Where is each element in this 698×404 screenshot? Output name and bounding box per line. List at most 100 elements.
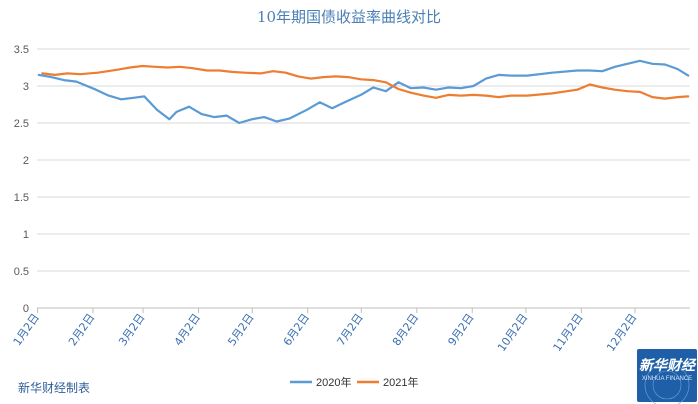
data-point	[272, 70, 275, 73]
data-point	[359, 78, 362, 81]
y-tick-label: 3	[23, 81, 29, 93]
data-point	[250, 118, 253, 121]
x-tick-label: 1月2日	[11, 311, 42, 348]
data-point	[322, 76, 325, 78]
data-point	[397, 81, 400, 84]
data-point	[526, 74, 529, 77]
data-point	[213, 116, 216, 118]
data-point	[497, 96, 500, 98]
data-point	[129, 66, 131, 69]
y-tick-label: 0.5	[14, 266, 29, 278]
y-tick-label: 1.5	[14, 192, 29, 204]
data-point	[132, 96, 135, 99]
data-point	[41, 72, 44, 75]
x-axis: 1月2日 2月2日 3月2日 4月2日 5月2日 6月2日 7月2日 8月2日 9月2日 10月2…	[11, 308, 639, 354]
data-point	[676, 68, 679, 70]
series-2	[41, 64, 690, 100]
data-point	[385, 90, 387, 93]
data-point	[306, 108, 308, 111]
data-point	[96, 71, 99, 74]
data-point	[54, 74, 56, 76]
data-point	[422, 94, 425, 97]
legend: 2020年 2021年	[290, 375, 418, 389]
data-point	[309, 77, 312, 80]
logo-subtext: XINHUA FINANCE	[642, 376, 692, 382]
data-point	[626, 62, 629, 65]
data-point	[447, 94, 450, 96]
data-point	[422, 86, 425, 89]
series-1	[37, 59, 690, 125]
data-point	[206, 69, 208, 72]
x-tick-label: 6月2日	[281, 311, 312, 348]
data-point	[651, 96, 654, 98]
data-point	[551, 92, 554, 95]
data-point	[526, 94, 529, 97]
data-point	[626, 90, 629, 93]
data-point	[284, 71, 287, 74]
data-point	[225, 114, 228, 117]
data-point	[259, 72, 262, 75]
grid-lines	[37, 48, 690, 309]
data-point	[95, 88, 97, 91]
data-point	[588, 83, 591, 86]
data-point	[297, 75, 300, 78]
data-point	[651, 62, 654, 65]
y-tick-label: 1	[23, 229, 29, 241]
data-point	[231, 71, 233, 73]
y-tick-label: 2	[23, 155, 29, 167]
y-tick-label: 0	[23, 303, 29, 315]
legend-label: 2020年	[316, 375, 351, 389]
data-point	[175, 111, 178, 113]
x-tick-label: 7月2日	[334, 311, 365, 348]
source-note: 新华财经制表	[18, 380, 90, 395]
data-point	[664, 63, 666, 66]
data-point	[664, 97, 666, 100]
data-point	[472, 94, 475, 96]
x-tick-label: 12月2日	[604, 311, 639, 354]
data-point	[435, 96, 437, 99]
data-point	[551, 71, 554, 74]
data-point	[614, 65, 616, 68]
data-point	[687, 95, 690, 98]
data-point	[639, 59, 641, 62]
x-tick-label: 3月2日	[116, 311, 147, 348]
data-point	[243, 71, 246, 74]
data-point	[485, 94, 487, 97]
x-tick-label: 8月2日	[390, 311, 421, 348]
data-point	[447, 86, 450, 89]
data-point	[263, 116, 266, 118]
data-point	[614, 88, 616, 91]
data-point	[79, 73, 81, 76]
data-point	[156, 108, 158, 111]
data-point	[485, 77, 487, 80]
data-point	[318, 101, 321, 104]
data-point	[639, 91, 641, 93]
x-tick-label: 4月2日	[172, 311, 203, 348]
data-point	[120, 98, 122, 101]
data-point	[141, 65, 144, 67]
data-point	[75, 80, 78, 83]
data-point	[497, 74, 500, 76]
data-point	[687, 74, 690, 77]
data-point	[331, 107, 334, 110]
data-point	[601, 70, 604, 73]
chart-title: 10年期国债收益率曲线对比	[257, 8, 441, 26]
data-point	[372, 79, 375, 81]
data-point	[588, 69, 591, 72]
data-point	[200, 113, 203, 115]
data-point	[116, 68, 119, 71]
data-point	[676, 96, 679, 98]
data-point	[179, 65, 182, 68]
data-point	[275, 120, 278, 123]
data-point	[343, 101, 346, 104]
data-point	[37, 74, 40, 76]
data-point	[188, 105, 191, 108]
data-point	[510, 94, 512, 97]
y-axis-ticks: 0 0.5 1 1.5 2 2.5 3 3.5	[14, 44, 29, 315]
data-point	[460, 87, 462, 90]
data-point	[410, 87, 412, 90]
data-point	[435, 88, 437, 91]
data-point	[191, 67, 194, 70]
data-point	[601, 86, 604, 89]
